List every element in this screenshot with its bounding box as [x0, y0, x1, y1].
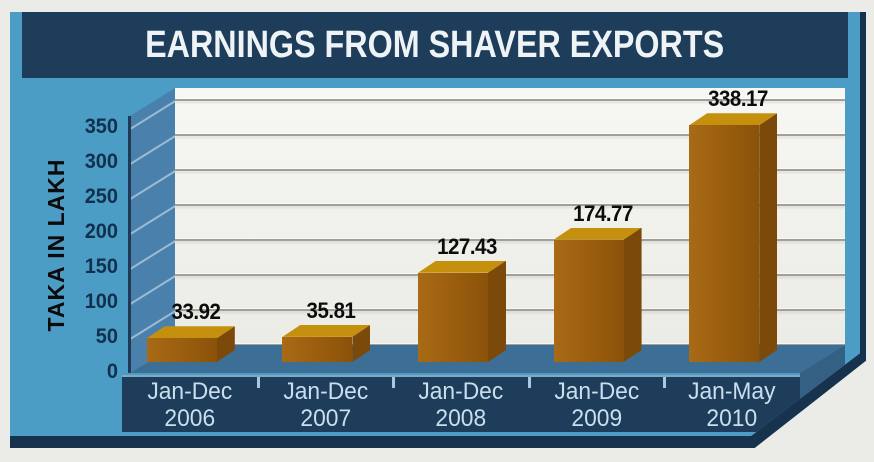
x-axis-tick-mark [527, 377, 531, 388]
gridline [175, 204, 845, 206]
bar-side-face [759, 113, 778, 362]
bar [418, 272, 488, 362]
bar-side-face [488, 260, 506, 362]
y-tick-label: 0 [106, 360, 118, 383]
y-tick-label: 200 [84, 220, 118, 243]
x-category-label: Jan-Dec 2008 [397, 377, 526, 432]
x-category-label: Jan-Dec 2009 [532, 377, 661, 432]
plot-left-wall [130, 88, 175, 373]
y-tick-label: 50 [95, 325, 118, 348]
x-axis-tick-mark [256, 377, 260, 388]
wall-gridline [130, 240, 175, 270]
gridline [175, 99, 845, 101]
bar-value-label: 127.43 [437, 233, 497, 259]
x-category-line: Jan-May [688, 377, 776, 405]
bar-top-face [418, 260, 506, 273]
x-axis-tick-mark [392, 377, 396, 388]
gridline [175, 169, 845, 171]
bar-value-label: 35.81 [306, 297, 356, 323]
y-tick-label: 100 [84, 290, 118, 313]
gridline [175, 309, 845, 311]
y-tick-label: 250 [84, 185, 118, 208]
bar-value-label: 174.77 [572, 200, 633, 226]
x-axis-tick-mark [663, 377, 667, 388]
gridline [175, 134, 845, 136]
y-tick-label: 350 [84, 115, 118, 138]
bar [282, 336, 353, 362]
bar-top-face [689, 113, 778, 126]
y-tick-label: 150 [84, 255, 118, 278]
x-category-line: 2008 [435, 404, 487, 432]
x-category-label: Jan-Dec 2006 [125, 377, 254, 432]
gridline [175, 344, 845, 345]
bar-value-label: 33.92 [171, 299, 221, 325]
x-category-line: 2006 [164, 404, 216, 432]
bar [689, 125, 760, 362]
wall-gridline [130, 170, 175, 200]
x-category-line: 2010 [706, 404, 758, 432]
y-axis-line [128, 116, 131, 373]
wall-gridline [130, 205, 175, 235]
x-category-line: 2007 [300, 404, 351, 432]
bar [553, 239, 624, 362]
panel-3d-edge: EARNINGS FROM SHAVER EXPORTS TAKA IN LAK… [10, 12, 866, 448]
chart-title-band: EARNINGS FROM SHAVER EXPORTS [22, 12, 848, 78]
chart-panel: EARNINGS FROM SHAVER EXPORTS TAKA IN LAK… [10, 12, 860, 436]
bar-side-face [623, 227, 642, 362]
x-category-label: Jan-May 2010 [668, 377, 797, 432]
wall-gridline [130, 100, 175, 130]
gridline [175, 274, 845, 276]
bar-side-face [352, 324, 371, 362]
wall-gridline [130, 135, 175, 165]
bar-value-label: 338.17 [708, 86, 769, 112]
x-category-line: Jan-Dec [418, 377, 504, 405]
x-category-label: Jan-Dec 2007 [261, 377, 390, 432]
gridline [175, 239, 845, 241]
x-category-line: Jan-Dec [282, 377, 368, 405]
x-axis-label-band: Jan-Dec 2006 Jan-Dec 2007 Jan-Dec 2008 Jan-Dec… [122, 375, 800, 432]
bar [146, 338, 217, 362]
y-tick-label: 300 [84, 150, 118, 173]
x-category-line: Jan-Dec [147, 377, 233, 405]
chart-title: EARNINGS FROM SHAVER EXPORTS [145, 23, 725, 66]
x-category-line: Jan-Dec [554, 377, 640, 405]
x-category-line: 2009 [571, 404, 622, 432]
bar-top-face [553, 227, 642, 240]
bar-top-face [282, 324, 371, 337]
bar-top-face [146, 326, 235, 339]
